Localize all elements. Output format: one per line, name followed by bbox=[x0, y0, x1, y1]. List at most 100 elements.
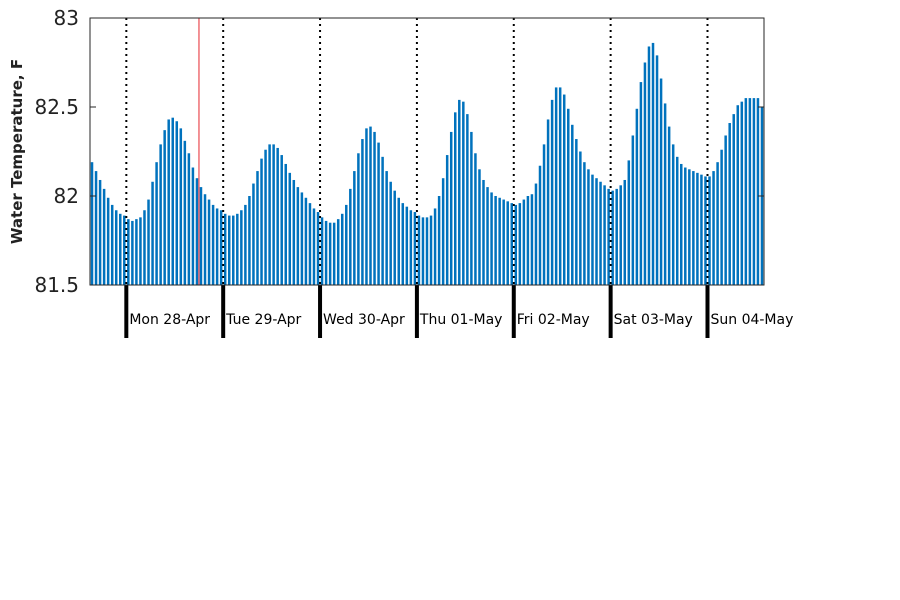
temperature-bar bbox=[175, 121, 179, 286]
temperature-bar bbox=[292, 179, 296, 285]
temperature-bar bbox=[744, 98, 748, 285]
temperature-bar bbox=[675, 156, 679, 285]
temperature-bar bbox=[534, 183, 538, 285]
temperature-bar bbox=[240, 210, 243, 285]
y-tick-label: 81.5 bbox=[34, 273, 79, 297]
temperature-bar bbox=[94, 171, 98, 285]
temperature-bar bbox=[361, 139, 364, 285]
day-label: Wed 30-Apr bbox=[323, 312, 405, 328]
temperature-bar bbox=[538, 165, 542, 285]
temperature-bar bbox=[405, 206, 409, 285]
temperature-bar bbox=[663, 103, 667, 285]
temperature-bar bbox=[429, 215, 433, 285]
temperature-bar bbox=[143, 210, 146, 285]
y-tick-label: 83 bbox=[54, 6, 79, 30]
temperature-bar bbox=[522, 199, 526, 285]
day-label: Tue 29-Apr bbox=[225, 312, 301, 328]
temperature-bar bbox=[167, 119, 170, 286]
temperature-bar bbox=[393, 190, 396, 285]
temperature-bar bbox=[328, 222, 332, 285]
temperature-bar bbox=[635, 108, 639, 285]
y-tick-label: 82 bbox=[54, 184, 79, 208]
temperature-bar bbox=[219, 210, 223, 285]
temperature-bar bbox=[708, 176, 711, 285]
temperature-bar bbox=[308, 203, 312, 285]
temperature-bar bbox=[316, 212, 320, 285]
temperature-bar bbox=[639, 82, 643, 285]
temperature-bar bbox=[752, 98, 756, 285]
temperature-bar bbox=[655, 55, 659, 285]
temperature-bar bbox=[474, 153, 477, 285]
temperature-bar bbox=[486, 187, 489, 285]
temperature-bar bbox=[365, 128, 368, 285]
temperature-bar bbox=[647, 46, 651, 286]
temperature-bar bbox=[236, 213, 239, 285]
temperature-bar bbox=[397, 197, 400, 285]
temperature-bar bbox=[659, 78, 663, 286]
temperature-bar bbox=[607, 188, 610, 285]
temperature-bar bbox=[732, 114, 735, 286]
y-tick-label: 82.5 bbox=[34, 95, 79, 119]
temperature-bar bbox=[345, 204, 348, 285]
temperature-bar bbox=[667, 126, 671, 285]
temperature-bar bbox=[187, 153, 191, 285]
temperature-bar bbox=[300, 192, 304, 285]
temperature-bar bbox=[595, 178, 598, 285]
day-label: Fri 02-May bbox=[517, 312, 590, 328]
temperature-bar bbox=[227, 215, 231, 285]
temperature-bar bbox=[389, 181, 392, 285]
temperature-bar bbox=[478, 169, 481, 285]
temperature-bar bbox=[720, 149, 723, 285]
y-axis-ticks: 81.5 82 82.5 83 bbox=[34, 6, 764, 297]
temperature-bar bbox=[312, 208, 316, 285]
temperature-bar bbox=[207, 199, 211, 285]
temperature-bar bbox=[119, 213, 122, 285]
temperature-bar bbox=[567, 108, 570, 285]
temperature-bar bbox=[712, 171, 715, 285]
day-label: Mon 28-Apr bbox=[129, 312, 210, 328]
temperature-bar bbox=[704, 176, 707, 285]
temperature-bar bbox=[680, 163, 683, 285]
temperature-bar bbox=[381, 156, 384, 285]
temperature-bar bbox=[599, 181, 602, 285]
temperature-bar bbox=[421, 217, 425, 285]
temperature-bar bbox=[627, 160, 631, 285]
temperature-bar bbox=[332, 222, 336, 285]
temperature-bar bbox=[288, 172, 292, 285]
temperature-bar bbox=[191, 167, 195, 285]
temperature-bar bbox=[579, 151, 582, 285]
temperature-bar bbox=[183, 140, 187, 285]
y-axis-label: Water Temperature, F bbox=[8, 59, 26, 244]
temperature-bar bbox=[631, 135, 635, 285]
temperature-bar bbox=[458, 99, 461, 285]
temperature-bar bbox=[369, 126, 372, 285]
temperature-bar bbox=[211, 204, 215, 285]
temperature-bar bbox=[223, 213, 227, 285]
temperature-bar bbox=[203, 194, 207, 285]
temperature-bar bbox=[123, 215, 126, 285]
temperature-bar bbox=[583, 162, 586, 285]
day-label: Sun 04-May bbox=[710, 312, 793, 328]
temperature-bar bbox=[252, 183, 255, 285]
temperature-bar bbox=[98, 179, 102, 285]
temperature-bar bbox=[413, 212, 417, 285]
temperature-bar bbox=[575, 139, 578, 285]
temperature-bar bbox=[700, 174, 703, 285]
temperature-bar bbox=[425, 217, 429, 285]
temperature-bar bbox=[550, 99, 554, 285]
temperature-bar bbox=[276, 147, 279, 285]
temperature-bar bbox=[296, 187, 300, 285]
temperature-bar bbox=[736, 105, 740, 285]
temperature-bar bbox=[615, 188, 618, 285]
temperature-bar bbox=[284, 163, 287, 285]
temperature-bar bbox=[692, 171, 695, 285]
temperature-bar bbox=[437, 196, 441, 285]
temperature-bar bbox=[611, 190, 614, 285]
temperature-bar bbox=[320, 217, 324, 285]
temperature-bar bbox=[445, 155, 449, 285]
temperature-bar bbox=[260, 158, 263, 285]
temperature-bar bbox=[114, 210, 118, 285]
temperature-bar bbox=[728, 123, 731, 286]
temperature-bar bbox=[280, 155, 283, 285]
temperature-bar bbox=[195, 178, 199, 285]
